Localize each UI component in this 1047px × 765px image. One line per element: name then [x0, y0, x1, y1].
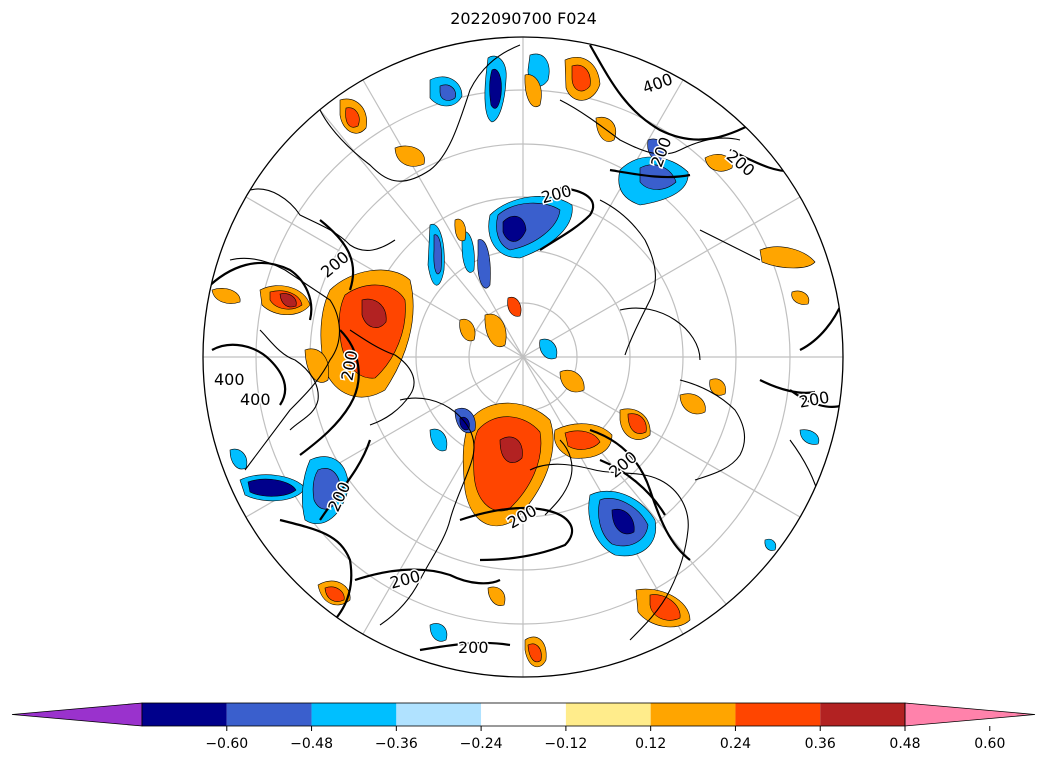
colorbar-tick-label: 0.24	[720, 736, 751, 752]
colorbar-bin	[565, 703, 651, 726]
colorbar-tick-label: −0.24	[460, 736, 503, 752]
coastlines	[229, 44, 821, 641]
contour-label: 400	[214, 370, 245, 389]
colorbar-extend-low	[11, 702, 143, 727]
colorbar-tick-label: −0.12	[544, 736, 587, 752]
map-title: 2022090700 F024	[450, 9, 597, 28]
colorbar-bin	[735, 703, 821, 726]
colorbar-bin	[481, 703, 566, 726]
colorbar-tick-label: −0.60	[205, 736, 248, 752]
polar-map: 400 200 200 200 200 200 400 400 200 200 …	[202, 36, 844, 678]
contour-label: 400	[640, 69, 675, 97]
colorbar-bin	[820, 703, 905, 726]
colorbar-tick-label: 0.12	[635, 736, 666, 752]
colorbar-bins	[11, 702, 1036, 727]
shaded-field	[211, 53, 820, 668]
colorbar-bin	[396, 703, 482, 726]
map-boundary	[202, 36, 844, 678]
colorbar-tick-label: −0.36	[375, 736, 418, 752]
colorbar: −0.60 −0.48 −0.36 −0.24 −0.12 0.12 0.24 0.36 0.4…	[11, 702, 1036, 752]
contour-label: 200	[723, 146, 759, 180]
colorbar-bin	[142, 703, 227, 726]
contour-label: 200	[317, 247, 353, 281]
height-contours	[204, 44, 843, 652]
colorbar-extend-high	[904, 702, 1036, 727]
colorbar-ticks: −0.60 −0.48 −0.36 −0.24 −0.12 0.12 0.24 0.36 0.4…	[205, 726, 1005, 752]
colorbar-bin	[226, 703, 312, 726]
colorbar-frame	[141, 702, 906, 727]
colorbar-tick-label: 0.60	[974, 736, 1005, 752]
colorbar-bin	[650, 703, 736, 726]
map-disk: 400 200 200 200 200 200 400 400 200 200 …	[203, 37, 843, 677]
graticule	[203, 37, 843, 677]
colorbar-tick-label: 0.48	[889, 736, 920, 752]
colorbar-bin	[311, 703, 397, 726]
colorbar-tick-label: 0.36	[805, 736, 836, 752]
contour-label: 200	[458, 638, 489, 657]
contour-label: 400	[240, 390, 271, 409]
contour-label: 200	[605, 447, 641, 481]
colorbar-tick-label: −0.48	[290, 736, 333, 752]
contour-label: 200	[798, 388, 831, 412]
